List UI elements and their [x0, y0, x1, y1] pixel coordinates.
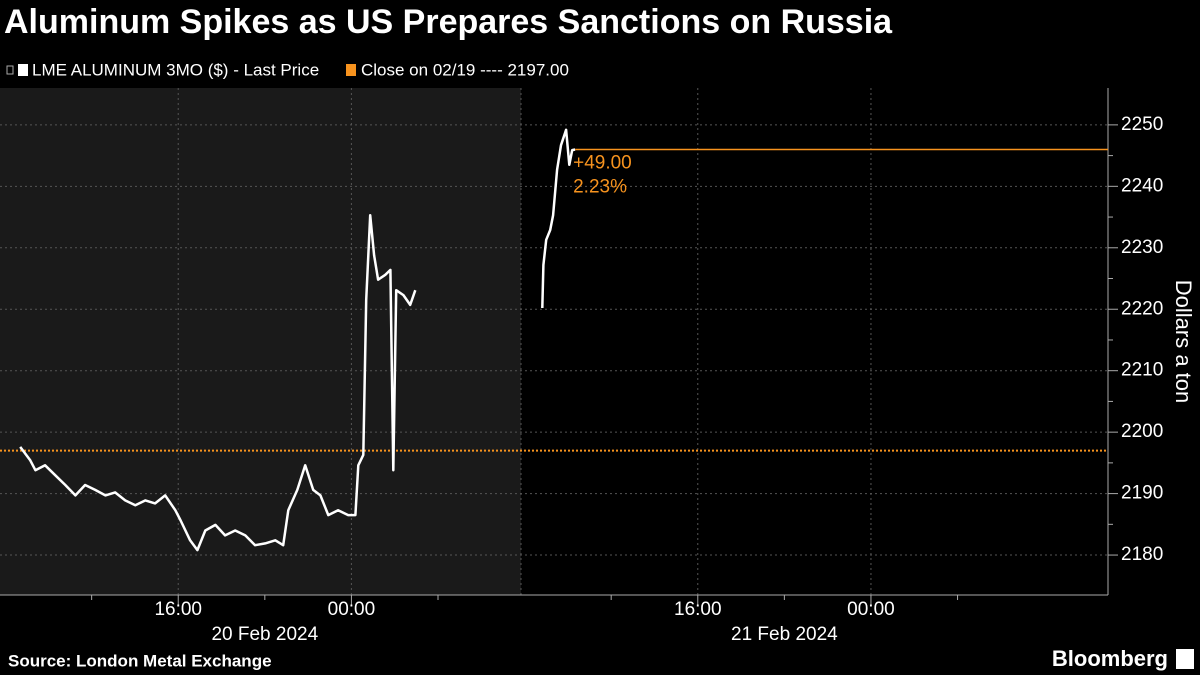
legend-label: LME ALUMINUM 3MO ($) - Last Price — [32, 60, 319, 79]
legend-swatch — [346, 64, 356, 76]
price-line — [19, 128, 576, 552]
y-tick-label: 2240 — [1121, 175, 1163, 196]
y-tick-label: 2180 — [1121, 544, 1163, 565]
brand-icon — [1176, 649, 1194, 669]
x-tick-label: 16:00 — [154, 599, 202, 620]
x-date-label: 21 Feb 2024 — [731, 624, 838, 645]
source: Source: London Metal Exchange — [8, 651, 272, 670]
y-tick-label: 2220 — [1121, 298, 1163, 319]
x-tick-label: 00:00 — [847, 599, 895, 620]
change-pct-label: 2.23% — [573, 176, 627, 197]
change-label: +49.00 — [573, 152, 632, 173]
y-axis-label: Dollars a ton — [1171, 280, 1196, 404]
legend-swatch — [18, 64, 28, 76]
highlight-band — [0, 88, 521, 595]
x-tick-label: 00:00 — [328, 599, 376, 620]
y-tick-label: 2200 — [1121, 421, 1163, 442]
y-tick-label: 2230 — [1121, 237, 1163, 258]
x-tick-label: 16:00 — [674, 599, 722, 620]
brand: Bloomberg — [1052, 646, 1168, 671]
y-tick-label: 2210 — [1121, 360, 1163, 381]
y-tick-label: 2250 — [1121, 114, 1163, 135]
legend-label: Close on 02/19 ---- 2197.00 — [361, 60, 569, 79]
x-date-label: 20 Feb 2024 — [211, 624, 318, 645]
y-tick-label: 2190 — [1121, 483, 1163, 504]
legend-mini — [6, 65, 14, 75]
chart-title: Aluminum Spikes as US Prepares Sanctions… — [4, 3, 893, 41]
